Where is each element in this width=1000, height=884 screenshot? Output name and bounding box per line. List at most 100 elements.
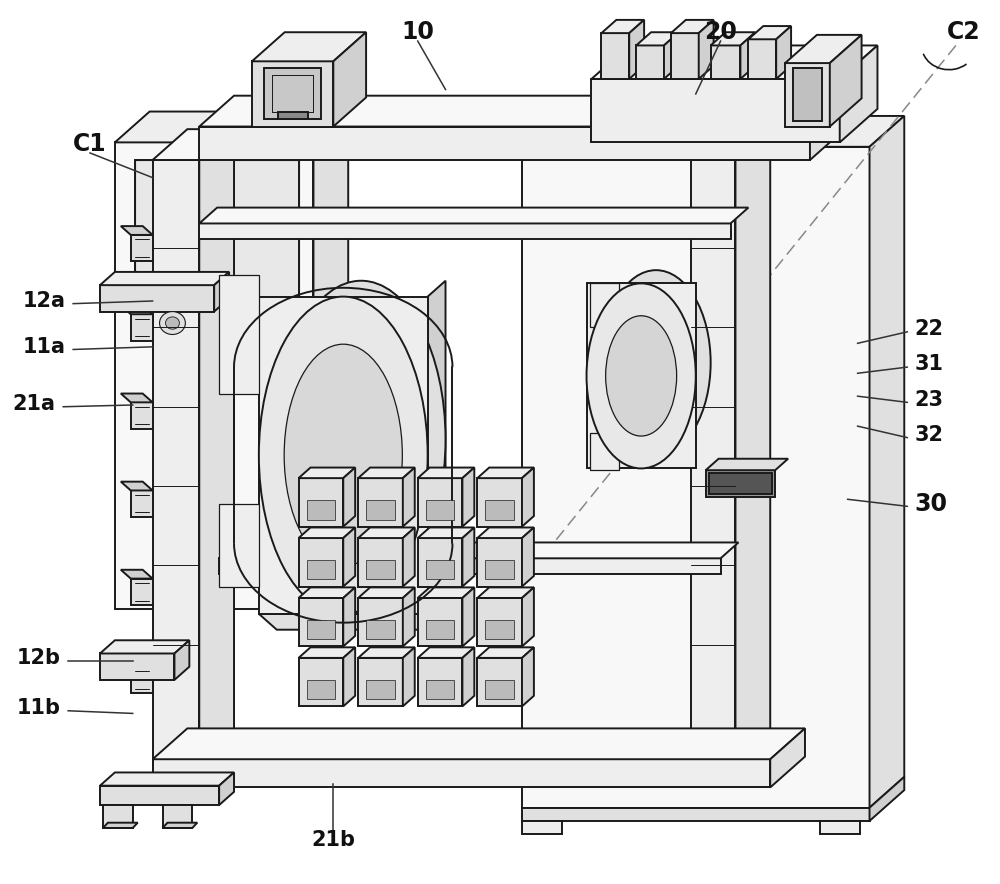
Polygon shape <box>636 45 664 79</box>
Polygon shape <box>403 468 415 527</box>
Polygon shape <box>785 34 862 63</box>
Polygon shape <box>299 478 343 527</box>
Polygon shape <box>418 647 474 658</box>
Polygon shape <box>358 528 415 538</box>
Polygon shape <box>485 560 514 580</box>
Polygon shape <box>121 226 153 235</box>
Polygon shape <box>748 39 776 79</box>
Polygon shape <box>313 111 348 609</box>
Polygon shape <box>462 468 474 527</box>
Polygon shape <box>252 32 366 61</box>
Polygon shape <box>100 286 214 311</box>
Polygon shape <box>418 587 474 598</box>
Polygon shape <box>219 543 738 559</box>
Text: 21a: 21a <box>12 394 55 414</box>
Polygon shape <box>426 560 454 580</box>
Polygon shape <box>418 538 462 586</box>
Polygon shape <box>709 473 772 494</box>
Polygon shape <box>403 528 415 586</box>
Polygon shape <box>671 20 714 33</box>
Polygon shape <box>121 393 153 402</box>
Polygon shape <box>629 20 644 79</box>
Polygon shape <box>163 823 197 828</box>
Polygon shape <box>252 61 333 126</box>
Polygon shape <box>477 538 522 586</box>
Polygon shape <box>199 95 845 126</box>
Text: 10: 10 <box>401 20 434 44</box>
Text: 21b: 21b <box>311 830 355 850</box>
Polygon shape <box>590 433 619 470</box>
Polygon shape <box>278 111 308 119</box>
Polygon shape <box>299 468 355 478</box>
Polygon shape <box>358 478 403 527</box>
Polygon shape <box>418 528 474 538</box>
Polygon shape <box>366 500 395 520</box>
Polygon shape <box>793 68 822 121</box>
Ellipse shape <box>284 344 402 567</box>
Polygon shape <box>477 647 534 658</box>
Polygon shape <box>115 111 348 142</box>
Polygon shape <box>870 777 904 821</box>
Polygon shape <box>307 560 335 580</box>
Polygon shape <box>477 528 534 538</box>
Polygon shape <box>748 26 791 39</box>
Polygon shape <box>485 680 514 699</box>
Polygon shape <box>706 470 775 497</box>
Polygon shape <box>100 773 234 786</box>
Polygon shape <box>259 613 446 629</box>
Text: C2: C2 <box>947 20 981 44</box>
Polygon shape <box>131 314 153 340</box>
Text: 30: 30 <box>914 492 947 515</box>
Polygon shape <box>214 272 229 311</box>
Text: 11b: 11b <box>16 698 60 718</box>
Polygon shape <box>426 620 454 639</box>
Polygon shape <box>522 647 534 706</box>
Polygon shape <box>219 275 259 393</box>
Polygon shape <box>462 528 474 586</box>
Polygon shape <box>870 116 904 808</box>
Polygon shape <box>522 116 904 147</box>
Polygon shape <box>307 680 335 699</box>
Polygon shape <box>121 570 153 579</box>
Polygon shape <box>131 402 153 429</box>
Text: 11a: 11a <box>22 337 65 357</box>
Text: 32: 32 <box>914 425 943 445</box>
Polygon shape <box>522 468 534 527</box>
Polygon shape <box>299 538 343 586</box>
Polygon shape <box>343 647 355 706</box>
Polygon shape <box>153 728 805 759</box>
Polygon shape <box>366 620 395 639</box>
Polygon shape <box>485 620 514 639</box>
Polygon shape <box>477 478 522 527</box>
Polygon shape <box>587 284 696 469</box>
Polygon shape <box>706 459 788 470</box>
Polygon shape <box>601 33 629 79</box>
Polygon shape <box>153 759 770 788</box>
Polygon shape <box>358 598 403 646</box>
Polygon shape <box>770 728 805 788</box>
Polygon shape <box>103 805 133 828</box>
Polygon shape <box>699 20 714 79</box>
Polygon shape <box>121 482 153 491</box>
Polygon shape <box>358 658 403 706</box>
Text: C1: C1 <box>73 132 107 156</box>
Polygon shape <box>591 79 840 142</box>
Polygon shape <box>358 538 403 586</box>
Text: 31: 31 <box>914 354 943 375</box>
Polygon shape <box>735 129 770 786</box>
Polygon shape <box>219 773 234 805</box>
Circle shape <box>160 311 185 334</box>
Polygon shape <box>358 587 415 598</box>
Polygon shape <box>163 805 192 828</box>
Polygon shape <box>103 823 138 828</box>
Polygon shape <box>366 560 395 580</box>
Polygon shape <box>522 821 562 834</box>
Polygon shape <box>307 500 335 520</box>
Polygon shape <box>100 272 229 286</box>
Ellipse shape <box>601 271 711 455</box>
Polygon shape <box>426 680 454 699</box>
Polygon shape <box>343 528 355 586</box>
Polygon shape <box>259 297 428 613</box>
Circle shape <box>166 316 179 329</box>
Polygon shape <box>418 598 462 646</box>
